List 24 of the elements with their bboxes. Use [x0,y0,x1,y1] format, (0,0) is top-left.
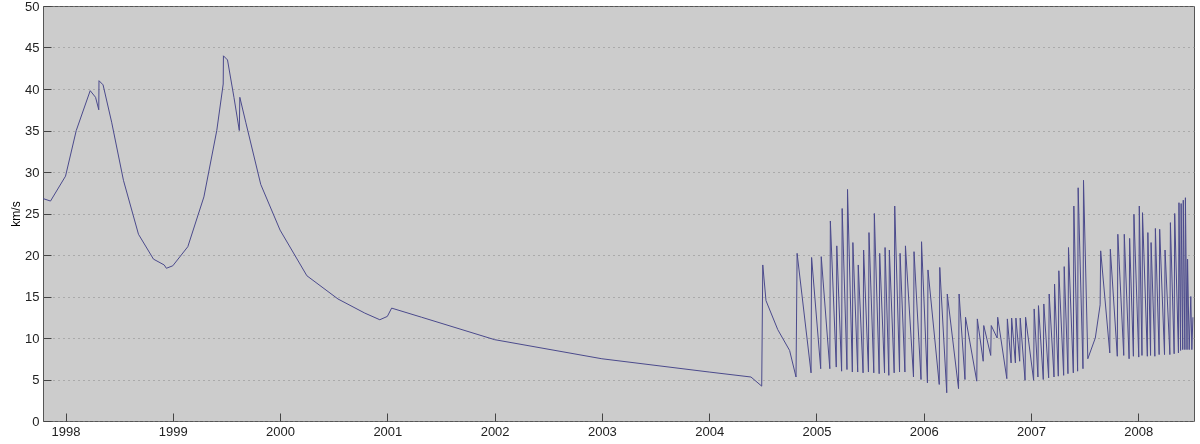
x-tick-label: 2002 [480,423,510,439]
y-tick-label: 40 [25,81,40,97]
x-tick-label: 2004 [695,423,725,439]
y-tick-label: 50 [25,0,40,14]
y-tick-label: 30 [25,164,40,180]
x-tick-label: 2008 [1124,423,1154,439]
y-tick-label: 5 [32,372,40,387]
x-tick-label: 1998 [51,423,81,439]
y-tick-label: 10 [25,330,40,346]
x-tick-label: 2006 [909,423,939,439]
y-tick-label: 15 [25,289,40,304]
x-tick-label: 2003 [587,423,617,439]
x-tick-label: 2000 [266,423,296,439]
x-tick-label: 2001 [373,423,403,439]
y-tick-label: 25 [25,206,40,221]
y-tick-label: 0 [32,413,40,429]
y-tick-label: 20 [25,247,40,263]
x-tick-label: 2007 [1016,423,1046,439]
line-series [43,55,1194,394]
y-axis-title: km/s [9,201,24,227]
y-tick-label: 35 [25,123,40,138]
x-tick-label: 1999 [158,423,188,439]
x-tick-label: 2005 [802,423,832,439]
y-tick-label: 45 [25,40,40,55]
